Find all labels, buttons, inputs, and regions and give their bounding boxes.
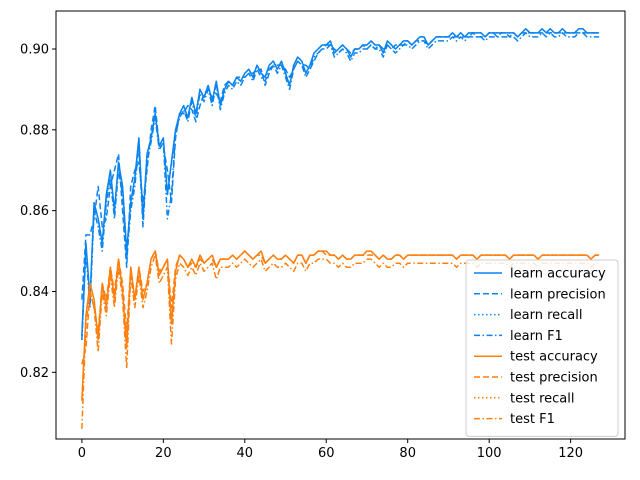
x-tick-label: 80 — [399, 446, 416, 461]
axes: 0 20 40 60 80 100 120 0.82 0.84 0.86 0.88 0.90 — [20, 10, 626, 461]
legend-label: test recall — [510, 391, 575, 406]
legend-box — [465, 259, 619, 437]
x-tick-label: 120 — [558, 446, 583, 461]
x-tick-label: 60 — [318, 446, 335, 461]
y-tick-label: 0.84 — [20, 285, 49, 300]
legend-label: learn precision — [510, 287, 606, 302]
x-tick-label: 20 — [155, 446, 172, 461]
x-tick-label: 0 — [78, 446, 86, 461]
x-tick-label: 40 — [237, 446, 254, 461]
legend-label: learn accuracy — [510, 267, 606, 282]
legend: learn accuracy learn precision learn recal… — [465, 259, 619, 437]
legend-label: test precision — [510, 371, 598, 386]
axes-frame — [55, 10, 626, 440]
y-tick-label: 0.82 — [20, 366, 49, 381]
x-tick-label: 100 — [477, 446, 502, 461]
series-line-learn-F1 — [81, 32, 600, 341]
series-line-test-precision — [81, 250, 600, 365]
legend-label: learn F1 — [510, 329, 563, 344]
legend-label: learn recall — [510, 308, 582, 323]
y-tick-label: 0.90 — [20, 42, 49, 57]
y-tick-label: 0.86 — [20, 204, 49, 219]
series-line-learn-recall — [81, 28, 600, 341]
legend-label: test F1 — [510, 412, 555, 427]
legend-label: test accuracy — [510, 350, 598, 365]
y-tick-label: 0.88 — [20, 123, 49, 138]
